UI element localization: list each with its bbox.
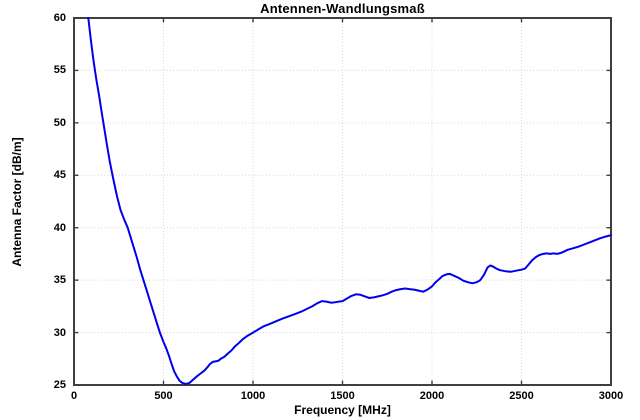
x-axis-label: Frequency [MHz] <box>294 403 391 417</box>
x-tick-label: 3000 <box>598 390 624 402</box>
x-tick-label: 2000 <box>419 390 445 402</box>
x-tick-label: 500 <box>154 390 173 402</box>
x-tick-label: 2500 <box>509 390 534 402</box>
y-axis-label: Antenna Factor [dB/m] <box>10 137 24 267</box>
x-tick-label: 0 <box>70 390 78 402</box>
y-tick-label: 40 <box>53 221 66 234</box>
x-tick-label: 1500 <box>330 390 355 402</box>
y-tick-label: 50 <box>53 116 66 129</box>
x-tick-label: 1000 <box>240 390 266 402</box>
y-tick-label: 35 <box>53 274 66 287</box>
y-tick-label: 45 <box>53 169 66 182</box>
y-tick-label: 55 <box>53 64 66 77</box>
y-tick-label: 25 <box>53 379 66 391</box>
y-tick-label: 30 <box>53 326 66 339</box>
chart-title: Antennen-Wandlungsmaß <box>260 1 425 16</box>
data-curve <box>87 17 612 385</box>
y-tick-label: 60 <box>53 12 66 24</box>
